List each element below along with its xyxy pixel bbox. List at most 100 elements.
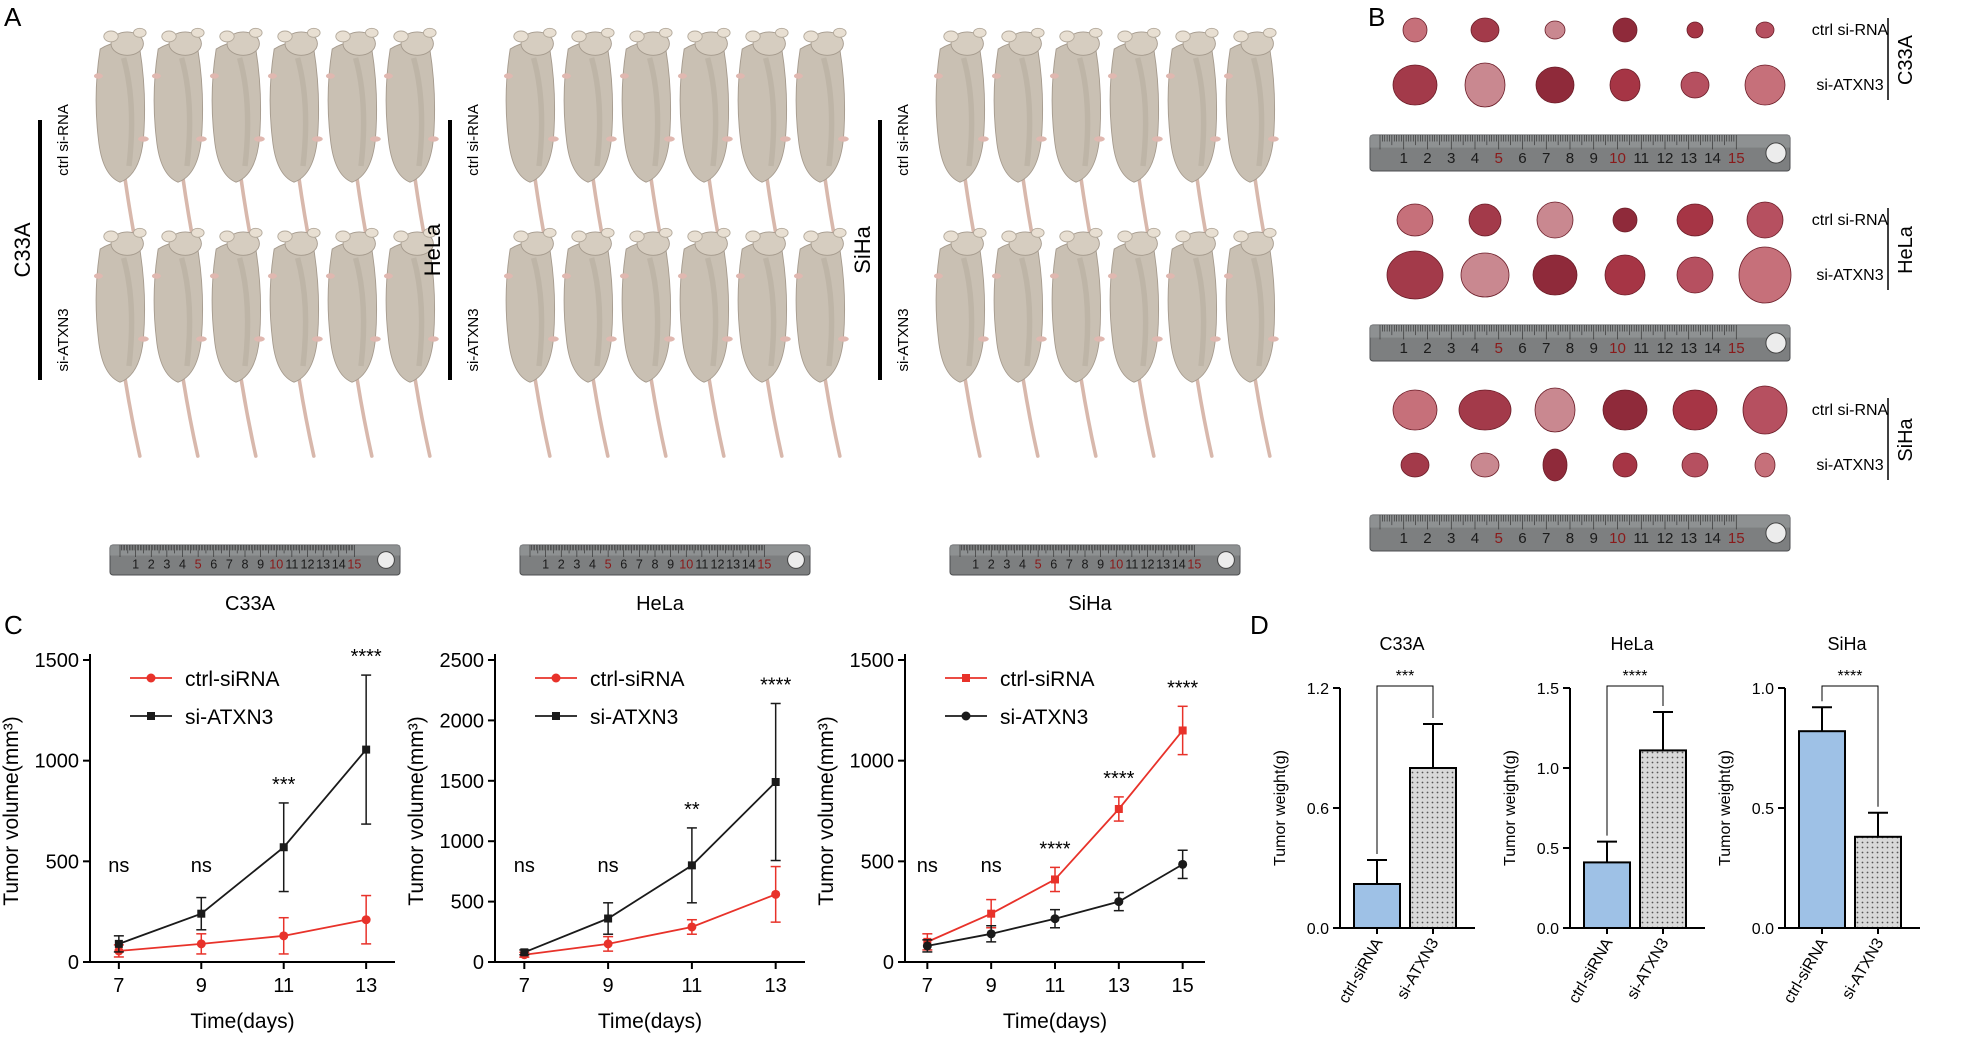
ruler-number: 8 <box>1566 530 1574 547</box>
data-point <box>1178 726 1187 735</box>
ctrl-label: ctrl si-RNA <box>895 104 912 176</box>
mouse-kd <box>1165 227 1221 458</box>
y-tick-label: 1.0 <box>1752 681 1774 698</box>
ruler-number: 9 <box>257 557 264 571</box>
mouse-kd <box>933 227 989 458</box>
mouse-kd <box>151 227 207 458</box>
tumor <box>1612 17 1638 43</box>
ruler-number: 15 <box>757 557 771 571</box>
bar <box>1639 749 1687 929</box>
mouse-kd <box>325 227 381 458</box>
bar-chart-hela: HeLa 0.0 0.5 1.0 1.5 Tumor weight(g) ctrl-siRN… <box>1502 634 1705 1006</box>
ruler-number: 8 <box>1081 557 1088 571</box>
tumor <box>1755 21 1775 39</box>
tumor <box>1396 203 1434 237</box>
legend-label: si-ATXN3 <box>1000 706 1088 729</box>
ruler-number: 5 <box>1495 150 1503 167</box>
y-axis-label: Tumor volume(mm³) <box>0 716 23 905</box>
x-tick-label: 13 <box>765 975 787 997</box>
tumor <box>1392 389 1438 431</box>
kd-label: si-ATXN3 <box>1816 457 1883 474</box>
ruler-number: 1 <box>132 557 139 571</box>
mouse-kd <box>503 227 559 458</box>
ruler: 1 2 3 4 5 6 7 8 9 10 11 12 13 14 15 <box>1369 324 1791 362</box>
legend-label: si-ATXN3 <box>590 706 678 729</box>
mouse-ctrl <box>793 27 849 267</box>
ruler-number: 7 <box>1066 557 1073 571</box>
x-tick-label: ctrl-siRNA <box>1336 935 1387 1006</box>
significance-label: **** <box>760 674 791 696</box>
y-tick-label: 0.0 <box>1307 921 1329 938</box>
y-tick-label: 1500 <box>440 771 485 793</box>
data-point <box>687 922 697 932</box>
ruler-number: 11 <box>1125 557 1138 571</box>
panel-d-bar-charts: C33A 0.0 0.6 1.2 Tumor weight(g) ctrl-siRNA si… <box>1240 620 1975 1057</box>
ruler-number: 11 <box>695 557 708 571</box>
group-caption: HeLa <box>636 593 685 615</box>
ruler-number: 14 <box>742 557 756 571</box>
x-tick-label: 9 <box>603 975 614 997</box>
x-tick-label: 9 <box>986 975 997 997</box>
ruler-number: 4 <box>1019 557 1026 571</box>
tumor <box>1744 64 1786 106</box>
ruler-number: 5 <box>195 557 202 571</box>
ruler-number: 15 <box>1187 557 1201 571</box>
ruler-number: 3 <box>573 557 580 571</box>
y-axis-label: Tumor weight(g) <box>1272 750 1289 866</box>
ruler-number: 1 <box>542 557 549 571</box>
bar <box>1798 730 1846 929</box>
mouse-kd <box>383 227 439 458</box>
panel-letter-b: B <box>1368 2 1386 32</box>
ruler-number: 11 <box>1633 150 1649 167</box>
group-caption: SiHa <box>1068 593 1112 615</box>
mouse-kd <box>561 227 617 458</box>
tumor <box>1754 452 1776 478</box>
y-tick-label: 0 <box>68 952 79 974</box>
ctrl-label: ctrl si-RNA <box>1812 22 1889 39</box>
panel-c-line-charts: C33A050010001500791113Time(days)Tumor vo… <box>0 620 1240 1057</box>
y-tick-label: 1.0 <box>1537 761 1559 778</box>
mouse-ctrl <box>1107 27 1163 267</box>
ruler-number: 7 <box>1542 530 1550 547</box>
mouse-kd <box>93 227 149 458</box>
tumor <box>1536 201 1574 239</box>
ruler-number: 9 <box>667 557 674 571</box>
y-tick-label: 0.5 <box>1752 801 1774 818</box>
ruler-number: 2 <box>148 557 155 571</box>
mouse-ctrl <box>619 27 675 267</box>
y-tick-label: 0 <box>883 952 894 974</box>
ruler-number: 13 <box>316 557 330 571</box>
y-tick-label: 2500 <box>440 650 485 672</box>
ruler-number: 1 <box>972 557 979 571</box>
y-tick-label: 1000 <box>35 751 80 773</box>
mouse-kd <box>677 227 733 458</box>
ruler-number: 3 <box>163 557 170 571</box>
ruler-hole <box>787 551 805 569</box>
bar <box>1854 835 1902 929</box>
ruler-hole <box>1765 142 1787 164</box>
ruler-number: 13 <box>1156 557 1170 571</box>
data-point <box>1114 804 1123 813</box>
x-tick-label: ctrl-siRNA <box>1781 935 1832 1006</box>
x-axis-label: Time(days) <box>190 1010 294 1033</box>
chart-title: SiHa <box>1827 634 1867 654</box>
ruler-number: 7 <box>1542 340 1550 357</box>
ruler-number: 10 <box>1609 340 1626 357</box>
significance-label: **** <box>1103 768 1134 790</box>
series-line <box>523 781 777 954</box>
legend-label: si-ATXN3 <box>185 706 273 729</box>
mouse-ctrl <box>677 27 733 267</box>
legend-marker <box>961 711 971 721</box>
data-point <box>197 909 206 918</box>
x-tick-label: ctrl-siRNA <box>1566 935 1617 1006</box>
y-tick-label: 0.5 <box>1537 841 1559 858</box>
tumor <box>1386 250 1444 300</box>
line-chart-siha: SiHa05001000150079111315Time(days)Tumor … <box>815 650 1205 1033</box>
tumor <box>1676 203 1714 237</box>
ruler-number: 6 <box>1050 557 1057 571</box>
data-point <box>520 948 529 957</box>
significance-label: **** <box>1838 668 1863 685</box>
ruler: 1 2 3 4 5 6 7 8 9 10 11 12 13 14 15 <box>1369 514 1791 552</box>
